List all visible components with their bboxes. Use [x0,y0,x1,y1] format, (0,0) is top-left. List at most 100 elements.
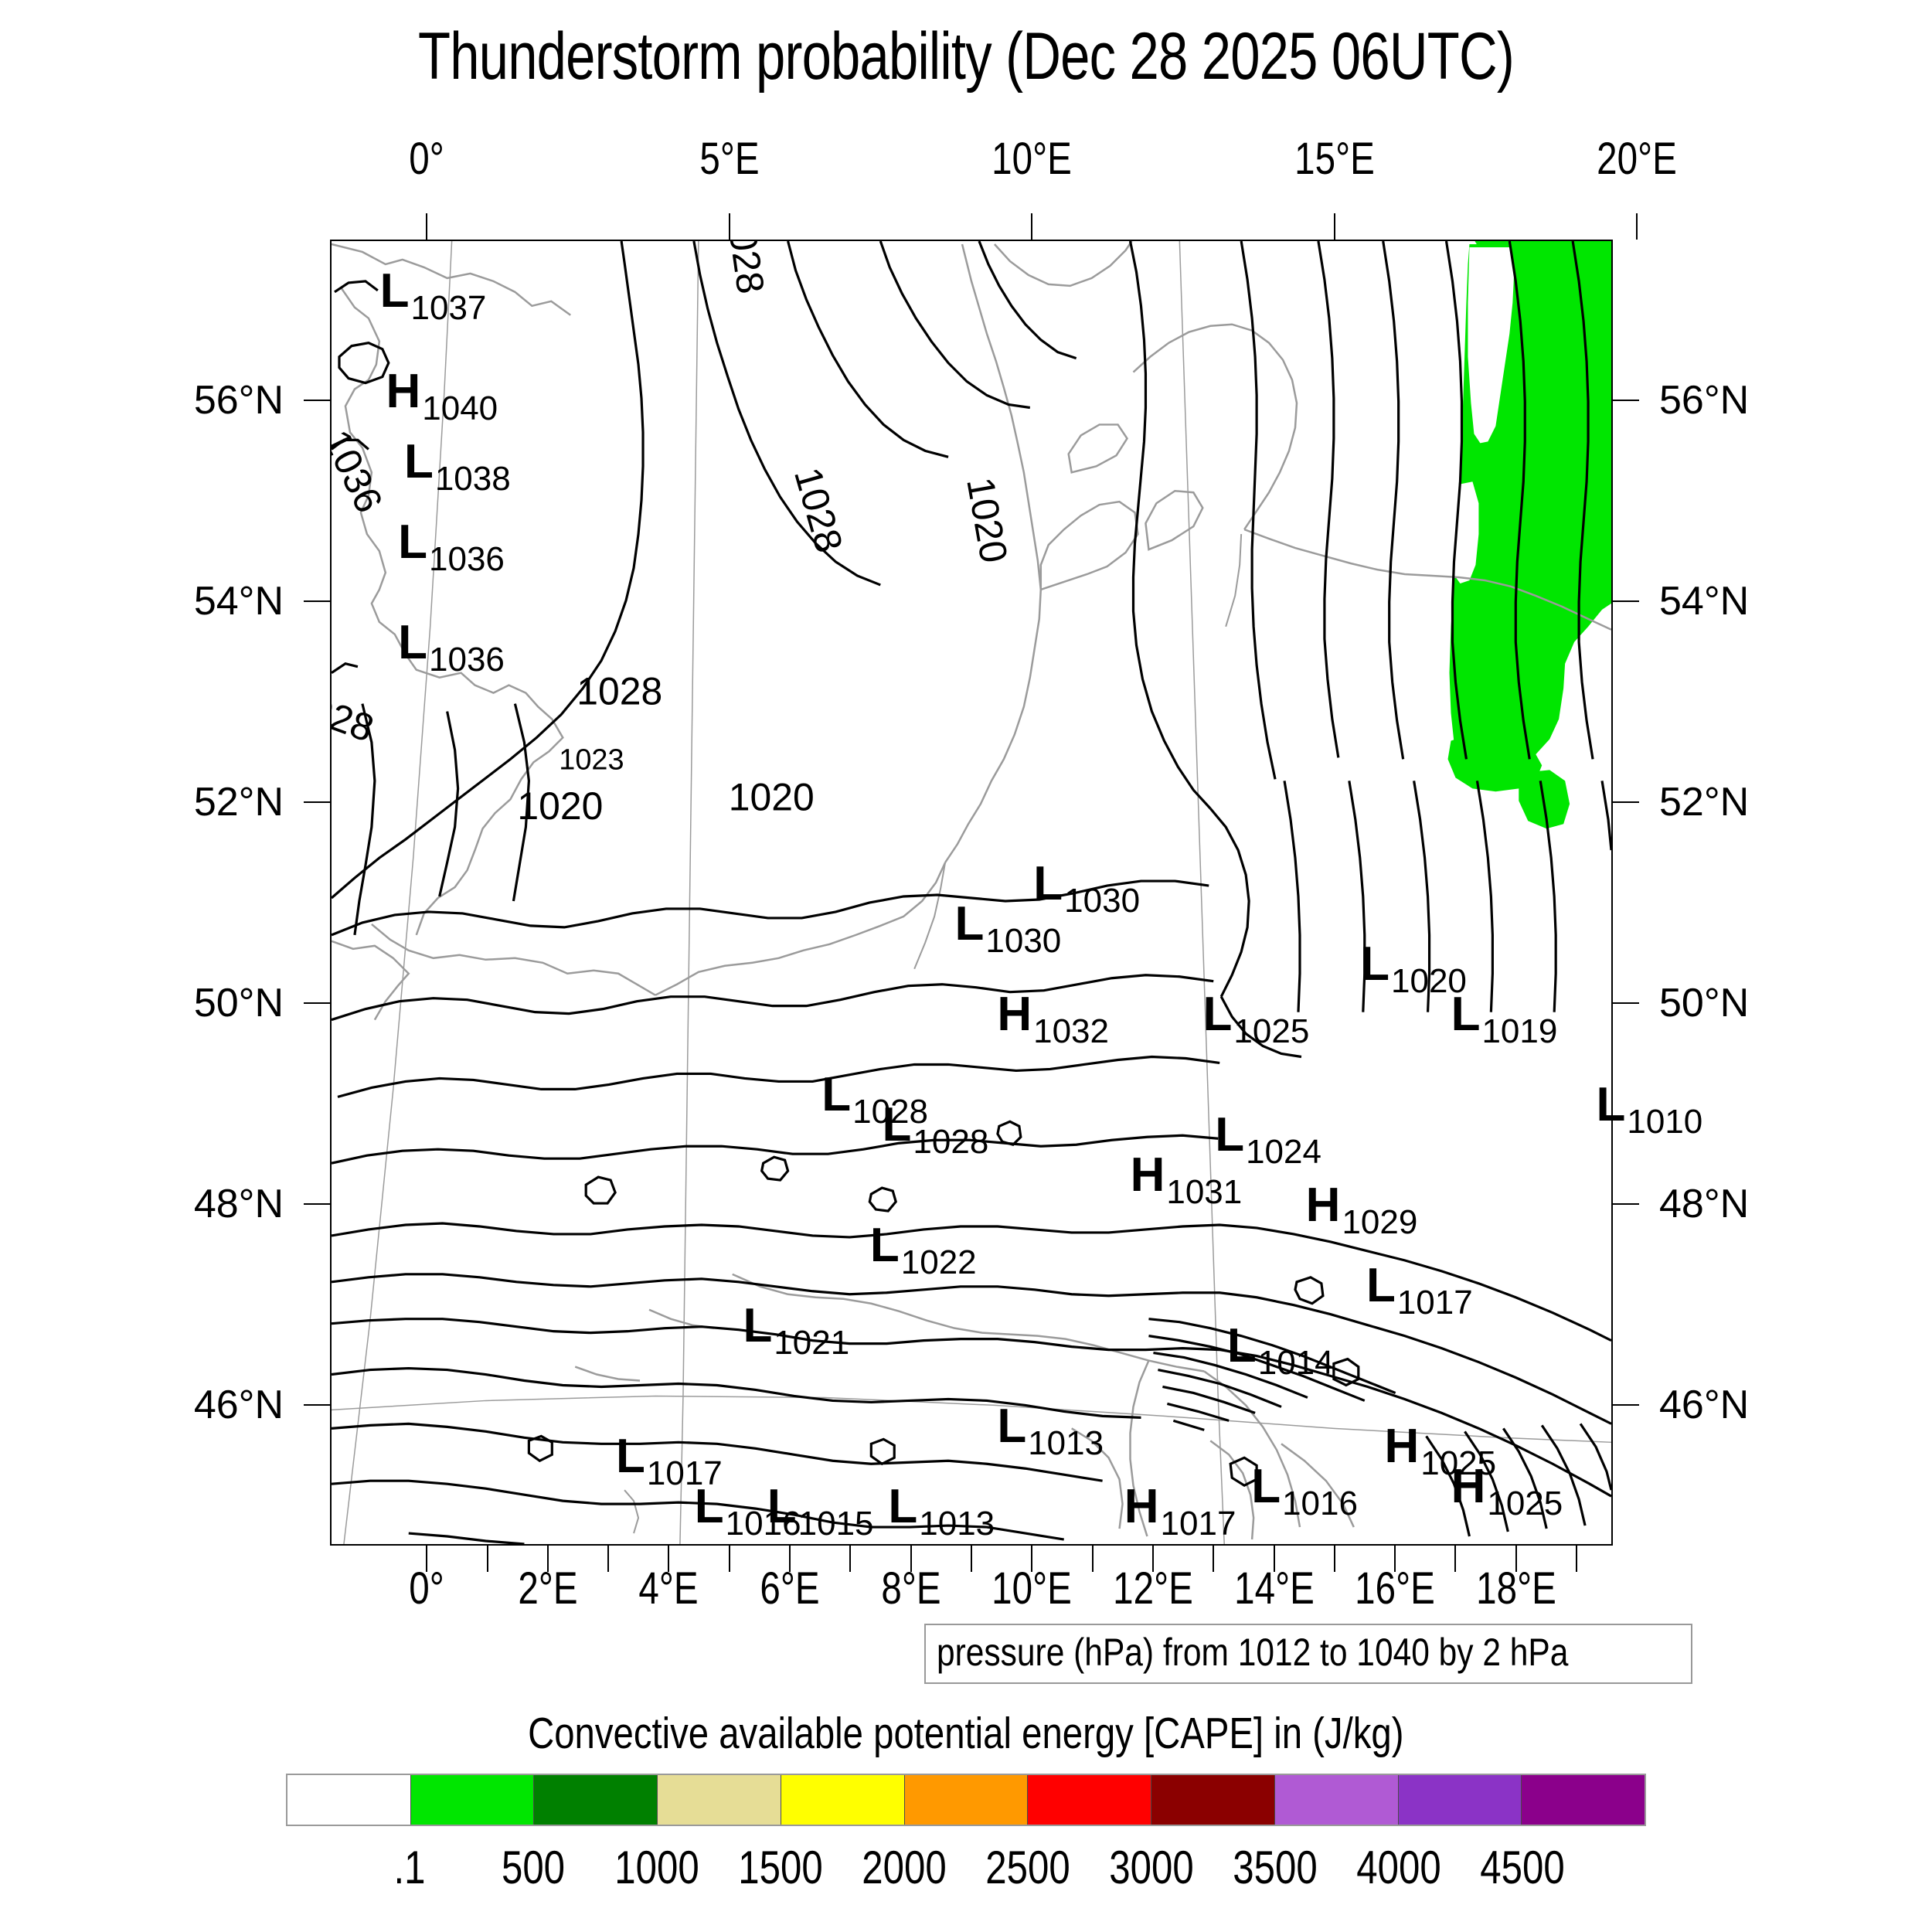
axis-tick [1613,1002,1639,1004]
map-plot-area: 1036 1028 1020 1028 1028 1020 1028 1020 … [330,240,1702,1546]
axis-tick [1031,1546,1033,1572]
axis-tick-minor [1091,1546,1094,1572]
pressure-note-text: pressure (hPa) from 1012 to 1040 by 2 hP… [937,1631,1569,1674]
pressure-center-value: 1013 [919,1505,995,1543]
pressure-center-type: L [1596,1078,1626,1131]
pressure-center-type: L [997,1400,1027,1453]
pressure-center-type: L [398,616,427,669]
isobar-contours [332,241,1611,1544]
lat-tick-label: 52°N [1659,780,1750,825]
colorbar-tick-label: 1500 [738,1842,823,1893]
lat-tick-label: 48°N [193,1182,284,1226]
page-title: Thunderstorm probability (Dec 28 2025 06… [418,19,1515,94]
axis-tick-minor [607,1546,610,1572]
colorbar-tick-label: 500 [501,1842,566,1893]
axis-tick [1613,400,1639,401]
pressure-center-low: L1025 [1203,991,1310,1049]
pressure-center-type: L [1366,1259,1396,1312]
cape-colorbar [286,1774,1646,1826]
pressure-center-low: L1028 [821,1068,928,1129]
pressure-center-low: L1013 [888,1483,995,1541]
axis-tick [1333,213,1335,240]
pressure-center-value: 1010 [1627,1103,1703,1141]
axis-tick-minor [1213,1546,1215,1572]
axis-tick [426,213,428,240]
pressure-center-value: 1021 [774,1324,850,1362]
axis-tick [546,1546,549,1572]
pressure-center-high: H1032 [997,991,1109,1049]
pressure-center-value: 1028 [913,1123,989,1161]
isobar-label-1028e: 1028 [786,463,851,557]
pressure-center-low: L1030 [954,897,1062,958]
pressure-center-type: L [954,897,985,951]
graticule-layer [332,241,1611,1544]
axis-tick [1031,213,1033,240]
isobar-label-1028n: 1028 [718,241,773,297]
isobar-label-1020c1: 1020 [517,784,603,828]
weather-map-canvas: 1036 1028 1020 1028 1028 1020 1028 1020 … [332,241,1611,1544]
pressure-center-low: L1022 [870,1222,977,1280]
pressure-center-value: 1017 [1160,1505,1236,1543]
pressure-center-value: 1030 [1064,882,1141,920]
pressure-center-low: L1020 [1360,937,1467,998]
pressure-center-type: L [1215,1108,1245,1162]
pressure-center-high: H1025 [1384,1423,1496,1481]
axis-tick [1151,1546,1154,1572]
pressure-contour-note: pressure (hPa) from 1012 to 1040 by 2 hP… [924,1624,1692,1684]
pressure-center-high: H1029 [1306,1182,1418,1240]
axis-tick [668,1546,670,1572]
pressure-center-value: 1022 [900,1243,977,1281]
colorbar-segment [287,1775,410,1825]
pressure-center-value: 1017 [1396,1284,1473,1321]
pressure-center-low: L1030 [1033,857,1140,918]
pressure-center-value: 1020 [1391,962,1467,1000]
isobar-label-1020e: 1020 [958,474,1015,566]
axis-tick [304,1002,330,1004]
pressure-center-type: L [694,1480,724,1533]
pressure-center-type: L [403,435,434,488]
axis-tick [728,213,730,240]
pressure-center-type: H [386,365,421,418]
colorbar-segment [410,1775,534,1825]
colorbar-segment [1027,1775,1151,1825]
lat-tick-label: 50°N [1659,981,1750,1026]
pressure-center-type: L [379,264,410,318]
colorbar-title: Convective available potential energy [C… [0,1708,1932,1759]
pressure-center-value: 1040 [422,389,498,427]
lat-tick-label: 50°N [193,981,284,1026]
colorbar-tick-label: 1000 [614,1842,699,1893]
axis-tick [910,1546,912,1572]
axis-tick [1515,1546,1517,1572]
pressure-center-value: 1025 [1420,1444,1497,1482]
pressure-center-type: H [1130,1148,1165,1202]
pressure-center-type: L [743,1299,773,1352]
pressure-center-low: L1014 [1227,1322,1334,1380]
axis-tick [1613,1203,1639,1205]
axis-tick [304,600,330,602]
pressure-center-value: 1036 [429,641,505,679]
pressure-center-type: H [1451,1460,1486,1513]
isobar-label-1028c: 1028 [577,670,662,713]
axis-tick-minor [486,1546,488,1572]
pressure-center-low: L1016 [694,1480,801,1541]
pressure-center-low: L1038 [403,435,511,496]
lon-tick-label: 15°E [1294,134,1375,184]
pressure-center-type: L [1360,937,1389,991]
pressure-center-type: L [1033,857,1063,910]
colorbar-segment [1397,1775,1522,1825]
pressure-center-type: L [821,1068,852,1121]
lat-tick-label: 48°N [1659,1182,1750,1226]
pressure-center-value: 1019 [1481,1012,1558,1050]
pressure-center-value: 1015 [798,1505,874,1543]
coastline-layer [332,241,1611,1540]
pressure-center-type: L [882,1098,912,1151]
pressure-center-type: H [1124,1480,1159,1533]
isobar-labels: 1036 1028 1020 1028 1028 1020 1028 1020 … [332,241,1016,828]
pressure-center-low: L1010 [1596,1078,1703,1139]
pressure-center-low: L1019 [1451,991,1558,1049]
axis-tick [426,1546,428,1572]
cape-colorbar-labels: .1 500 1000 1500 2000 2500 3000 3500 4000 4500 [286,1841,1646,1903]
axis-tick [304,1404,330,1406]
colorbar-segment [1521,1775,1645,1825]
pressure-center-value: 1036 [429,540,505,578]
